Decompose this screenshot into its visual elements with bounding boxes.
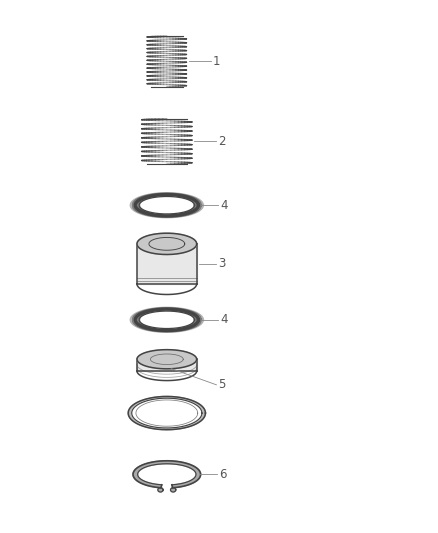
Polygon shape (133, 461, 200, 488)
Polygon shape (141, 197, 192, 213)
Polygon shape (131, 398, 201, 428)
Polygon shape (137, 244, 196, 284)
Polygon shape (158, 488, 163, 492)
Polygon shape (137, 359, 196, 371)
Text: 1: 1 (212, 55, 220, 68)
Polygon shape (141, 312, 192, 328)
Polygon shape (137, 233, 196, 254)
Polygon shape (137, 350, 196, 369)
Text: 4: 4 (220, 313, 227, 326)
Text: 6: 6 (219, 468, 226, 481)
Text: 4: 4 (220, 199, 227, 212)
Text: 2: 2 (218, 135, 226, 148)
Polygon shape (128, 397, 205, 430)
Polygon shape (170, 488, 175, 492)
Text: 5: 5 (217, 378, 225, 391)
Text: 3: 3 (218, 257, 226, 270)
